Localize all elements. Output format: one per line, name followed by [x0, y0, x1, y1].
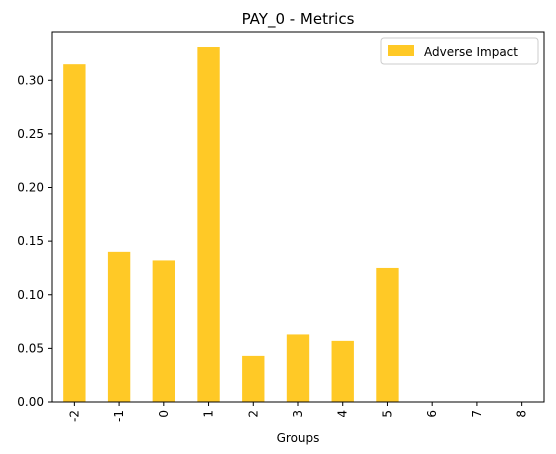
- x-tick-label: -2: [67, 410, 81, 422]
- x-tick-label: 6: [425, 410, 439, 418]
- y-tick-label: 0.25: [17, 127, 44, 141]
- x-tick-label: 2: [246, 410, 260, 418]
- bar--1: [107, 251, 131, 402]
- chart-title: PAY_0 - Metrics: [242, 10, 355, 29]
- bar-2: [242, 355, 265, 402]
- legend-swatch: [388, 45, 414, 56]
- x-tick-label: 7: [470, 410, 484, 418]
- bar-4: [331, 340, 354, 402]
- y-axis: 0.00 0.05 0.10 0.15 0.20 0.25 0.30: [17, 73, 52, 409]
- bar-1: [197, 47, 220, 402]
- x-tick-label: 0: [157, 410, 171, 418]
- x-tick-label: 1: [202, 410, 216, 418]
- bar--2: [63, 64, 86, 402]
- bar-0: [152, 260, 175, 402]
- y-tick-label: 0.05: [17, 341, 44, 355]
- legend-label: Adverse Impact: [424, 45, 518, 59]
- y-tick-label: 0.10: [17, 288, 44, 302]
- y-tick-label: 0.20: [17, 181, 44, 195]
- bar-3: [286, 334, 310, 402]
- bar-5: [376, 267, 399, 402]
- bars-group: [63, 47, 399, 402]
- x-axis-label: Groups: [277, 431, 320, 445]
- x-tick-label: 3: [291, 410, 305, 418]
- legend-box: [380, 37, 539, 65]
- x-tick-label: 4: [336, 410, 350, 418]
- legend: Adverse Impact: [380, 37, 539, 65]
- x-axis: -2 -1 0 1 2 3 4 5 6 7 8: [67, 402, 529, 422]
- x-tick-label: -1: [112, 410, 126, 422]
- y-tick-label: 0.00: [17, 395, 44, 409]
- x-tick-label: 8: [515, 410, 529, 418]
- y-tick-label: 0.15: [17, 234, 44, 248]
- y-tick-label: 0.30: [17, 73, 44, 87]
- x-tick-label: 5: [380, 410, 394, 418]
